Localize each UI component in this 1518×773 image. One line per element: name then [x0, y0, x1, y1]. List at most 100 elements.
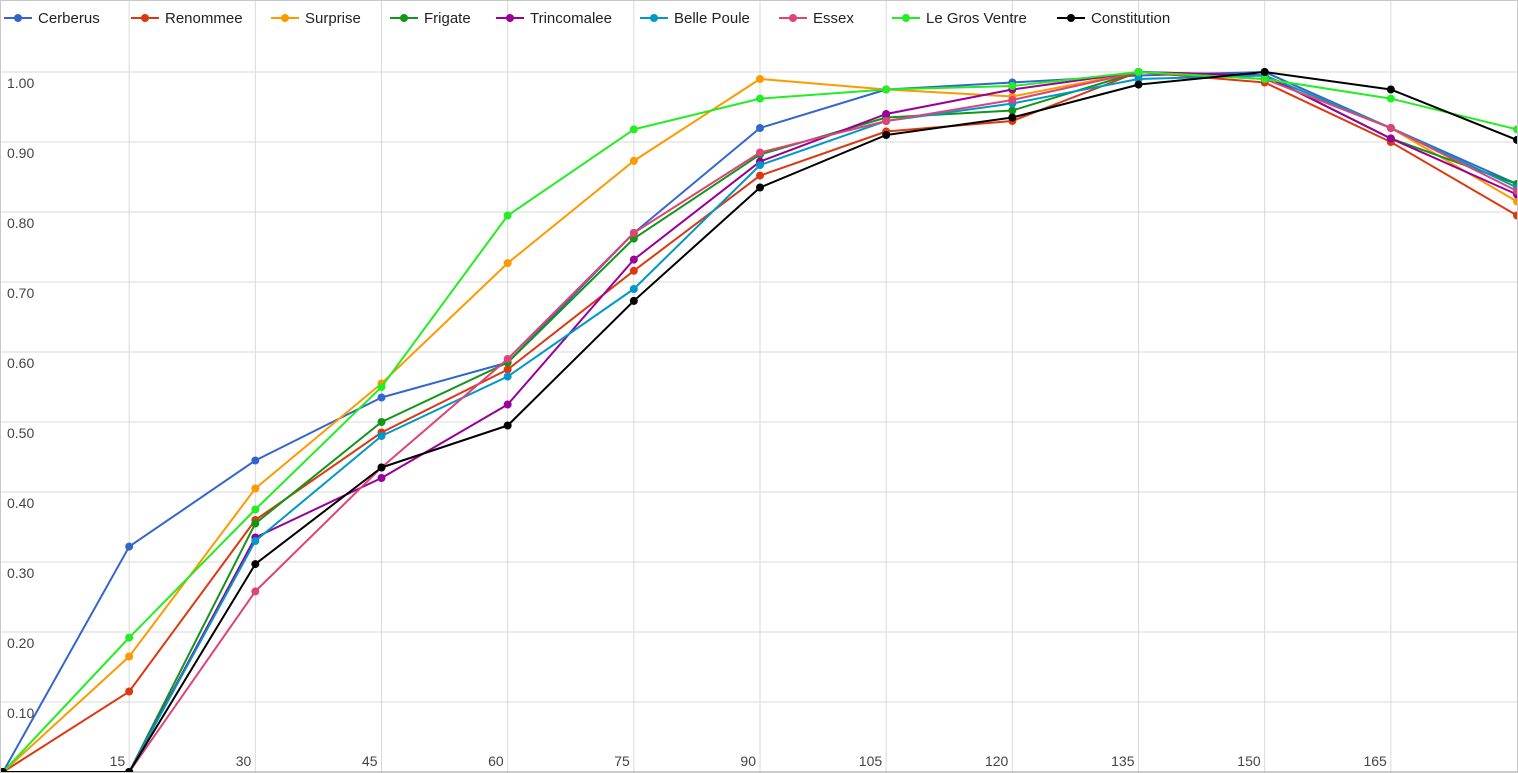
y-tick-label: 0.40 [7, 495, 34, 511]
x-tick-label: 165 [1363, 753, 1387, 769]
data-point [503, 421, 512, 430]
data-point [377, 432, 386, 440]
data-point [882, 117, 891, 125]
data-point [756, 75, 764, 83]
x-axis-tick-labels: 15 30 45 60 75 90 105 120 135 150 165 [110, 753, 1387, 769]
series-renommee [0, 68, 1518, 773]
y-axis-tick-labels: 0.10 0.20 0.30 0.40 0.50 0.60 0.70 0.80 0.90 1.00 [7, 75, 34, 721]
legend-label: Constitution [1091, 10, 1170, 27]
data-point [1513, 187, 1518, 195]
data-point [629, 234, 638, 243]
x-tick-label: 120 [985, 753, 1009, 769]
data-point [1260, 75, 1269, 83]
legend-swatch-dot [281, 14, 289, 22]
data-point [251, 587, 260, 596]
y-tick-label: 1.00 [7, 75, 34, 91]
data-point [1134, 68, 1143, 76]
data-point [882, 110, 891, 118]
data-point [1513, 125, 1518, 134]
data-point [1260, 68, 1269, 76]
data-point [1134, 80, 1143, 89]
data-point [125, 542, 134, 551]
data-point [377, 383, 386, 391]
legend-item: Belle Poule [640, 10, 750, 27]
data-point [1008, 106, 1017, 115]
data-point [377, 393, 386, 402]
y-tick-label: 0.20 [7, 635, 34, 651]
legend-label: Belle Poule [674, 10, 750, 27]
y-tick-label: 0.30 [7, 565, 34, 581]
data-point [251, 519, 260, 528]
data-point [1386, 124, 1395, 132]
data-point [756, 148, 764, 157]
legend-label: Cerberus [38, 10, 100, 27]
legend-label: Le Gros Ventre [926, 10, 1027, 27]
series-le-gros-ventre [0, 68, 1518, 773]
x-tick-label: 30 [236, 753, 252, 769]
data-point [1386, 134, 1395, 143]
x-tick-label: 135 [1111, 753, 1135, 769]
legend-label: Renommee [165, 10, 243, 27]
legend-swatch-dot [400, 14, 408, 22]
data-point [125, 633, 134, 642]
data-point [503, 211, 512, 220]
data-point [251, 456, 260, 465]
data-point [629, 296, 638, 305]
data-point [503, 372, 512, 381]
legend-label: Essex [813, 10, 854, 27]
legend-swatch-dot [650, 14, 658, 22]
data-point [251, 537, 260, 545]
series-constitution [0, 68, 1518, 773]
data-point [503, 400, 512, 409]
legend-swatch-dot [141, 14, 149, 22]
data-point [882, 131, 891, 139]
data-point [125, 768, 134, 773]
data-point [629, 255, 638, 264]
data-point [251, 560, 260, 569]
legend-item: Renommee [131, 10, 243, 27]
legend-item: Frigate [390, 10, 471, 27]
x-tick-label: 90 [740, 753, 756, 769]
data-point [251, 484, 260, 493]
legend-swatch-dot [1067, 14, 1075, 22]
data-point [503, 259, 512, 268]
x-tick-label: 150 [1237, 753, 1261, 769]
legend-item: Constitution [1057, 10, 1170, 27]
x-tick-label: 105 [859, 753, 883, 769]
legend-item: Cerberus [4, 10, 100, 27]
data-point [756, 171, 764, 180]
data-point [377, 474, 386, 482]
data-point [629, 125, 638, 134]
data-point [756, 94, 764, 103]
y-tick-label: 0.90 [7, 145, 34, 161]
legend-label: Trincomalee [530, 10, 612, 27]
data-point [882, 85, 891, 94]
legend-item: Trincomalee [496, 10, 612, 27]
legend-swatch-dot [902, 14, 910, 22]
data-point [756, 161, 764, 170]
chart-legend: Cerberus Renommee Surprise Frigate Trincomal… [4, 10, 1170, 27]
data-point [1386, 85, 1395, 94]
data-point [756, 183, 764, 192]
data-point [1513, 197, 1518, 206]
legend-swatch-dot [14, 14, 22, 22]
legend-item: Le Gros Ventre [892, 10, 1027, 27]
y-tick-label: 0.10 [7, 705, 34, 721]
y-tick-label: 0.50 [7, 425, 34, 441]
data-point [1008, 113, 1017, 122]
legend-label: Frigate [424, 10, 471, 27]
y-tick-label: 0.80 [7, 215, 34, 231]
legend-item: Essex [779, 10, 854, 27]
y-tick-label: 0.70 [7, 285, 34, 301]
data-point [1008, 82, 1017, 90]
legend-swatch-dot [789, 14, 797, 22]
data-point [377, 463, 386, 472]
data-point [1386, 94, 1395, 103]
legend-swatch-dot [506, 14, 514, 22]
x-tick-label: 45 [362, 753, 378, 769]
data-point [629, 266, 638, 275]
data-point [629, 156, 638, 165]
data-point [629, 229, 638, 237]
